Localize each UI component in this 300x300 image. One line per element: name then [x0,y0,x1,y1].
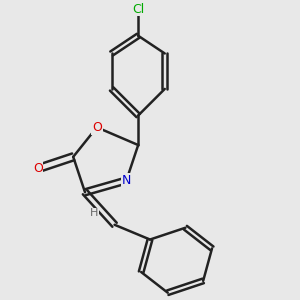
Text: O: O [33,162,43,175]
Text: N: N [122,174,131,187]
Text: O: O [92,121,102,134]
Text: Cl: Cl [132,3,144,16]
Text: H: H [90,208,98,218]
